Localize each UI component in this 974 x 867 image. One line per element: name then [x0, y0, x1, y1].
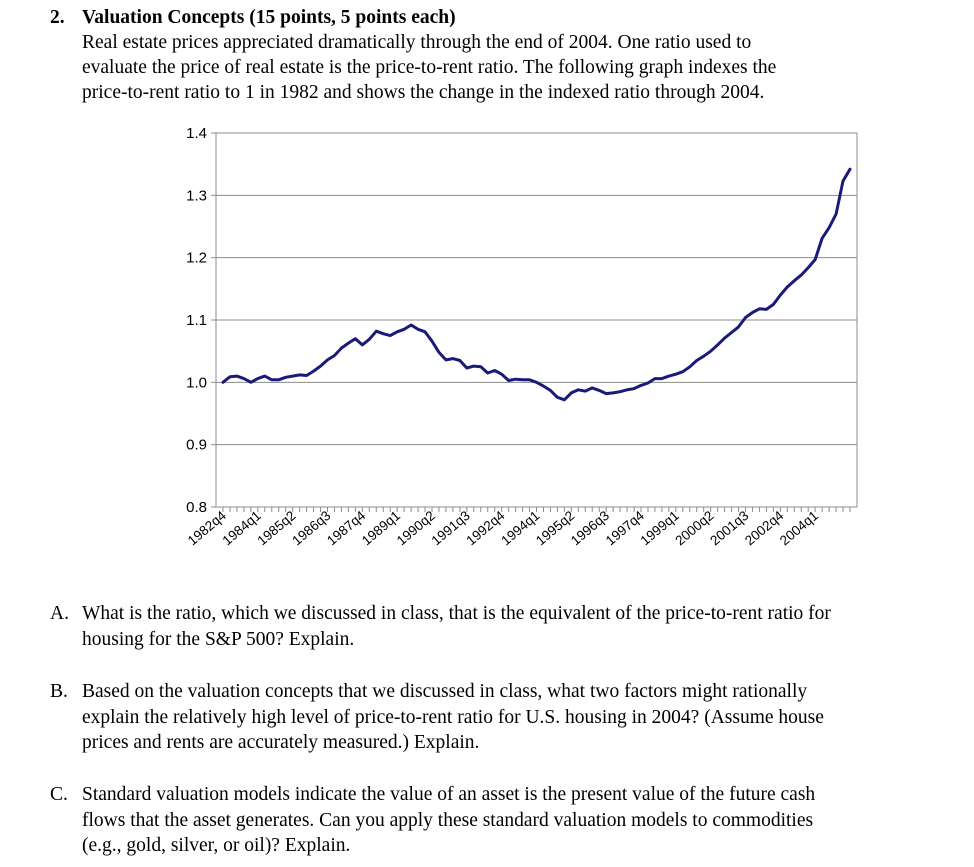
x-tick-label: 1985q2 [254, 508, 298, 548]
part-line: Based on the valuation concepts that we … [82, 681, 808, 702]
price-to-rent-chart: 0.80.91.01.11.21.31.41982q41984q11985q21… [185, 125, 858, 549]
part-letter: A. [50, 603, 69, 624]
intro-line: price-to-rent ratio to 1 in 1982 and sho… [82, 82, 765, 103]
y-tick-label: 0.9 [186, 437, 207, 454]
part-body: What is the ratio, which we discussed in… [82, 601, 952, 652]
series-line [221, 167, 852, 402]
x-tick-label: 1994q1 [498, 508, 542, 548]
y-tick-label: 1.1 [186, 312, 207, 329]
x-tick-label: 1999q1 [638, 508, 682, 548]
part-line: explain the relatively high level of pri… [82, 706, 824, 728]
x-tick-label: 2000q2 [672, 508, 716, 548]
part-body: Based on the valuation concepts that we … [82, 679, 952, 756]
intro-line: Real estate prices appreciated dramatica… [82, 32, 752, 53]
y-tick-label: 1.3 [186, 187, 207, 204]
question-number: 2. [50, 7, 65, 28]
y-tick-label: 1.0 [186, 374, 207, 391]
part-letter: B. [50, 681, 68, 702]
y-tick-label: 1.4 [186, 125, 207, 142]
x-tick-label: 1984q1 [220, 508, 264, 548]
x-tick-label: 2004q1 [777, 508, 821, 548]
x-tick-label: 1989q1 [359, 508, 403, 548]
part-line: Standard valuation models indicate the v… [82, 784, 816, 805]
part-line: What is the ratio, which we discussed in… [82, 603, 831, 624]
question-title: Valuation Concepts (15 points, 5 points … [82, 7, 456, 28]
x-tick-label: 1990q2 [394, 508, 438, 548]
x-tick-label: 1987q4 [324, 508, 369, 549]
part-line: (e.g., gold, silver, or oil)? Explain. [82, 835, 351, 856]
x-tick-label: 1991q3 [429, 508, 473, 548]
part-letter: C. [50, 784, 68, 805]
x-tick-label: 1996q3 [568, 508, 612, 548]
y-tick-label: 1.2 [186, 250, 207, 267]
x-tick-label: 1997q4 [603, 508, 648, 549]
x-tick-label: 1995q2 [533, 508, 577, 548]
x-tick-label: 2002q4 [742, 508, 787, 549]
y-tick-label: 0.8 [186, 499, 207, 516]
part-body: Standard valuation models indicate the v… [82, 782, 952, 859]
part-line: housing for the S&P 500? Explain. [82, 628, 355, 650]
x-tick-label: 2001q3 [707, 508, 751, 548]
part-line: flows that the asset generates. Can you … [82, 809, 814, 831]
x-tick-label: 1986q3 [289, 508, 333, 548]
part-line: prices and rents are accurately measured… [82, 732, 480, 753]
x-tick-label: 1992q4 [463, 508, 508, 549]
intro-line: evaluate the price of real estate is the… [82, 57, 777, 78]
question-intro: Real estate prices appreciated dramatica… [82, 30, 932, 105]
